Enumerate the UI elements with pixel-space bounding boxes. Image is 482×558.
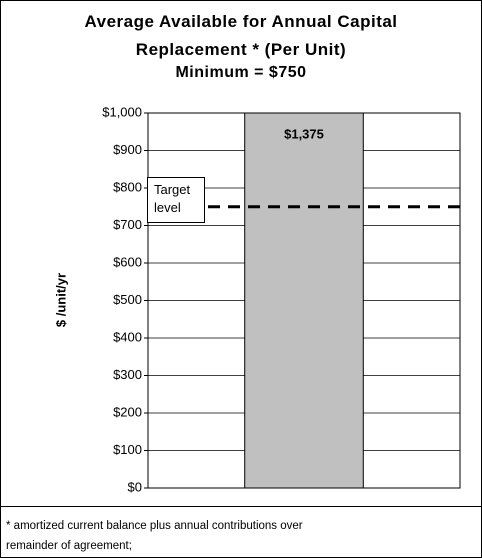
y-tick-label: $700 [113,217,142,232]
y-axis-label: $ /unit/yr [53,273,68,327]
bar [244,113,364,488]
data-label: $1,375 [284,126,324,141]
y-tick-label: $900 [113,142,142,157]
y-tick-label: $1,000 [102,104,142,119]
footnote: * amortized current balance plus annual … [6,520,303,552]
y-tick-label: $200 [113,404,142,419]
y-tick-label: $500 [113,292,142,307]
y-tick-label: $800 [113,179,142,194]
chart-title: Average Available for Annual Capital Rep… [84,12,398,59]
plot-border [147,112,461,489]
chart-subtitle: Minimum = $750 [175,64,307,81]
y-tick-label: $0 [128,479,142,494]
plot-clip [244,113,364,488]
y-tick-label: $400 [113,329,142,344]
y-tick-label: $600 [113,254,142,269]
target-label: Target level [147,176,205,223]
y-tick-label: $100 [113,442,142,457]
y-tick-label: $300 [113,367,142,382]
